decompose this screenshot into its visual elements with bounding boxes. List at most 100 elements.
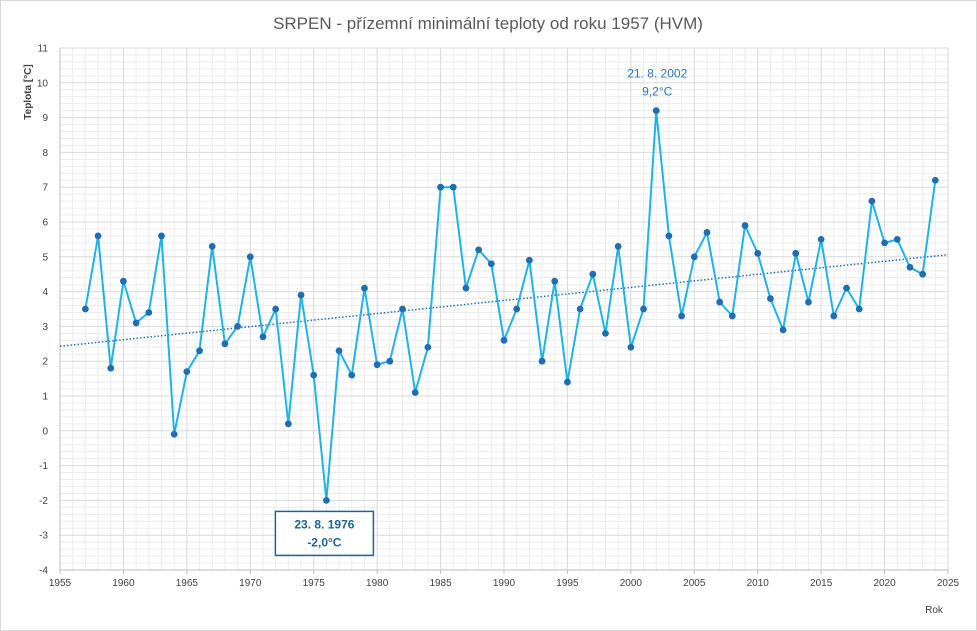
data-point	[767, 295, 774, 302]
y-tick-label: 0	[42, 426, 48, 437]
data-point	[297, 291, 305, 299]
data-point	[652, 107, 660, 115]
data-point	[361, 284, 368, 292]
data-point	[475, 246, 483, 254]
y-tick-label: 7	[42, 183, 48, 194]
data-point	[551, 277, 559, 285]
data-point	[564, 378, 571, 386]
y-tick-label: 9	[42, 113, 48, 124]
data-point	[120, 277, 127, 285]
y-tick-label: -3	[39, 531, 48, 542]
x-tick-label: 1985	[429, 578, 452, 589]
data-point	[779, 326, 787, 334]
data-point	[640, 305, 647, 313]
data-point	[170, 430, 178, 438]
y-tick-label: 2	[42, 357, 48, 368]
x-tick-label: 1955	[49, 578, 72, 589]
data-point	[792, 249, 800, 257]
y-tick-label: -2	[39, 496, 48, 507]
data-point	[310, 371, 318, 379]
x-tick-label: 1970	[239, 578, 262, 589]
data-point	[513, 305, 521, 313]
x-tick-label: 1965	[176, 578, 199, 589]
data-point	[272, 305, 280, 313]
data-point	[196, 347, 203, 355]
data-point	[158, 232, 165, 240]
data-point	[411, 389, 419, 396]
data-point	[132, 319, 140, 327]
y-tick-label: -1	[39, 461, 48, 472]
data-point	[728, 312, 736, 320]
annotation-label: 9,2°C	[642, 85, 672, 99]
data-point	[81, 305, 89, 313]
y-axis-label: Teplota [°C]	[23, 64, 34, 119]
data-point	[805, 298, 812, 306]
y-tick-label: 1	[42, 392, 48, 403]
annotation-label: 23. 8. 1976	[294, 517, 354, 531]
annotation-label: 21. 8. 2002	[627, 67, 687, 81]
x-tick-label: 2020	[873, 578, 896, 589]
data-point	[741, 222, 749, 229]
data-point	[678, 312, 685, 320]
data-point	[348, 371, 356, 379]
data-point	[145, 309, 153, 316]
data-point	[627, 343, 635, 351]
data-point	[94, 232, 102, 240]
data-point	[602, 329, 609, 337]
data-point	[868, 197, 876, 205]
chart-title: SRPEN - přízemní minimální teploty od ro…	[273, 14, 703, 33]
grid	[59, 47, 949, 571]
x-tick-label: 2005	[683, 578, 706, 589]
data-point	[690, 253, 698, 261]
x-tick-label: 1980	[366, 578, 389, 589]
data-point	[221, 340, 229, 348]
data-point	[881, 239, 888, 247]
data-point	[830, 312, 838, 320]
annotation-box	[274, 510, 375, 557]
data-point	[208, 242, 216, 250]
y-tick-label: 8	[42, 148, 48, 159]
x-tick-label: 2025	[937, 578, 960, 589]
data-point	[893, 236, 901, 243]
x-tick-label: 2000	[620, 578, 643, 589]
y-tick-label: 11	[38, 44, 49, 55]
data-point	[323, 497, 330, 504]
data-point	[424, 343, 432, 351]
x-tick-label: 1995	[556, 578, 579, 589]
x-tick-label: 1960	[112, 578, 135, 589]
y-tick-label: 5	[42, 252, 48, 263]
annotations: 21. 8. 2002 9,2°C 23. 8. 1976 -2,0°C	[274, 67, 688, 557]
y-tick-label: 3	[42, 322, 48, 333]
data-point	[906, 263, 914, 271]
data-point	[386, 357, 394, 365]
x-tick-label: 1975	[303, 578, 326, 589]
data-point	[487, 260, 495, 268]
data-point	[399, 305, 406, 313]
x-tick-label: 1990	[493, 578, 516, 589]
data-point	[246, 253, 254, 261]
data-point	[703, 229, 711, 236]
data-point	[335, 347, 343, 355]
data-point	[614, 242, 622, 250]
data-point	[437, 183, 444, 191]
data-point	[500, 336, 508, 344]
y-tick-label: -4	[39, 566, 48, 577]
series-line	[84, 109, 937, 502]
data-point	[525, 256, 533, 264]
data-point	[259, 333, 267, 341]
x-axis-label: Rok	[925, 605, 944, 616]
data-point	[931, 176, 939, 184]
data-series	[81, 107, 939, 504]
axes: -4 -3 -2 -1 0 1 2 3 4 5 6 7 8 9 10 11 1955 1960 1965 1970 19…	[37, 44, 960, 590]
data-point	[716, 298, 724, 306]
data-point	[754, 249, 762, 257]
data-point	[373, 361, 381, 369]
data-point	[589, 270, 597, 278]
data-point	[449, 183, 457, 191]
y-tick-label: 10	[37, 78, 49, 89]
data-point	[183, 368, 191, 376]
data-point	[462, 284, 470, 292]
data-point	[234, 323, 242, 330]
y-tick-label: 6	[42, 218, 48, 229]
